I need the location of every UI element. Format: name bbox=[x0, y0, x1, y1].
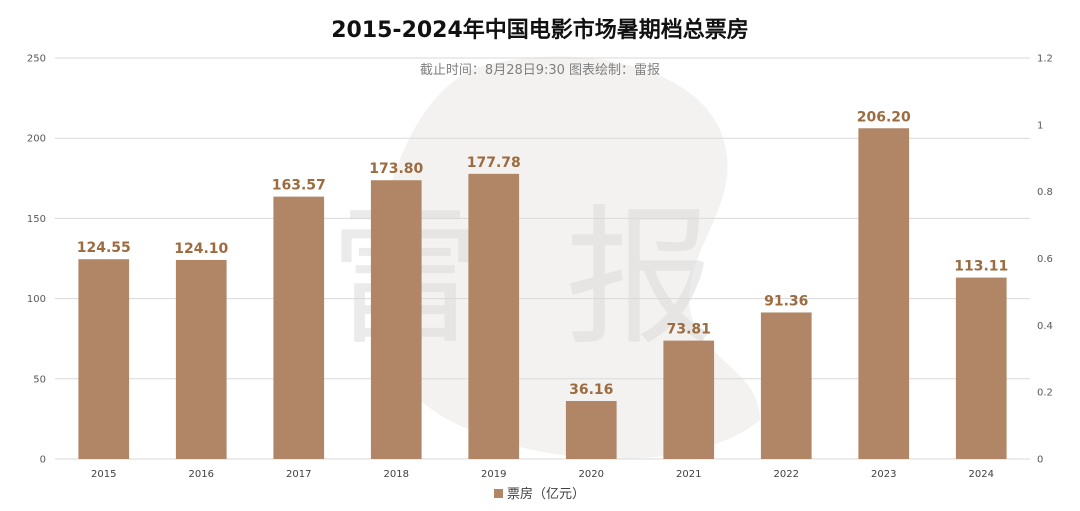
x-tick-label: 2017 bbox=[286, 469, 311, 480]
bar bbox=[175, 259, 227, 459]
x-tick-label: 2022 bbox=[774, 469, 799, 480]
x-tick-label: 2020 bbox=[579, 469, 604, 480]
y-tick-label: 100 bbox=[27, 294, 46, 305]
y2-tick-label: 0 bbox=[1037, 455, 1043, 466]
y2-tick-label: 0.2 bbox=[1037, 388, 1053, 399]
bar bbox=[565, 400, 617, 459]
y2-tick-label: 1.2 bbox=[1037, 54, 1053, 65]
x-axis: 2015 2016 2017 2018 2019 2020 2021 2022 2023 2024 bbox=[91, 469, 994, 480]
data-label: 124.10 bbox=[174, 241, 228, 257]
legend-swatch bbox=[494, 489, 503, 498]
y-tick-label: 150 bbox=[27, 214, 46, 225]
data-label: 91.36 bbox=[764, 293, 808, 309]
bar bbox=[955, 277, 1007, 459]
watermark-char-right: 报 bbox=[565, 192, 715, 366]
bar bbox=[858, 128, 910, 460]
y-tick-label: 50 bbox=[33, 374, 46, 385]
y2-tick-label: 1 bbox=[1037, 120, 1043, 131]
y-axis-right: 0 0.2 0.4 0.6 0.8 1 1.2 bbox=[1037, 54, 1053, 466]
y-tick-label: 250 bbox=[27, 54, 46, 65]
legend-label: 票房（亿元） bbox=[507, 486, 585, 502]
data-label: 113.11 bbox=[954, 259, 1008, 275]
x-tick-label: 2021 bbox=[676, 469, 701, 480]
x-tick-label: 2015 bbox=[91, 469, 116, 480]
data-label: 124.55 bbox=[77, 240, 131, 256]
legend: 票房（亿元） bbox=[494, 486, 585, 502]
data-label: 73.81 bbox=[667, 322, 711, 338]
x-tick-label: 2018 bbox=[384, 469, 409, 480]
bar bbox=[273, 196, 325, 459]
data-label: 177.78 bbox=[467, 155, 521, 171]
bar bbox=[760, 312, 812, 459]
bars bbox=[78, 128, 1007, 460]
bar bbox=[370, 180, 422, 459]
y-axis-left: 0 50 100 150 200 250 bbox=[27, 54, 46, 466]
x-tick-label: 2024 bbox=[969, 469, 994, 480]
data-label: 173.80 bbox=[369, 161, 423, 177]
bar bbox=[663, 340, 715, 459]
y2-tick-label: 0.4 bbox=[1037, 321, 1053, 332]
x-tick-label: 2016 bbox=[189, 469, 214, 480]
data-label: 36.16 bbox=[569, 382, 613, 398]
data-label: 206.20 bbox=[857, 109, 911, 125]
x-tick-label: 2023 bbox=[871, 469, 896, 480]
chart-title: 2015-2024年中国电影市场暑期档总票房 bbox=[331, 17, 749, 43]
data-label: 163.57 bbox=[272, 178, 326, 194]
y-tick-label: 0 bbox=[40, 455, 46, 466]
chart-subtitle: 截止时间：8月28日9:30 图表绘制：雷报 bbox=[420, 63, 660, 78]
y2-tick-label: 0.8 bbox=[1037, 187, 1053, 198]
bar bbox=[78, 259, 130, 459]
y-tick-label: 200 bbox=[27, 134, 46, 145]
data-labels: 124.55 124.10 163.57 173.80 177.78 36.16 73.81… bbox=[77, 109, 1009, 398]
bar bbox=[468, 173, 520, 459]
x-tick-label: 2019 bbox=[481, 469, 506, 480]
y2-tick-label: 0.6 bbox=[1037, 254, 1053, 265]
